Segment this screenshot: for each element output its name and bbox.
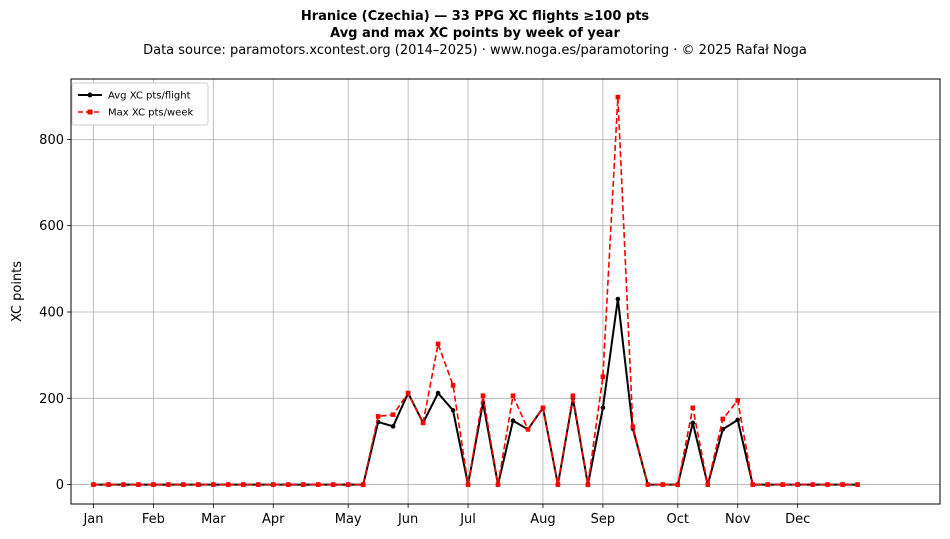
point-max: [121, 482, 126, 487]
point-max: [495, 482, 501, 487]
grid-layer: [71, 79, 940, 504]
point-max: [555, 482, 561, 487]
point-max: [690, 405, 696, 411]
point-max: [720, 416, 726, 422]
point-max: [450, 383, 456, 388]
series-layer: [91, 94, 860, 487]
y-tick-label: 0: [56, 478, 64, 493]
point-max: [420, 420, 426, 426]
point-max: [136, 482, 141, 487]
point-max: [345, 482, 351, 487]
point-max: [480, 393, 486, 399]
point-max: [540, 405, 546, 411]
series-max-line: [93, 96, 858, 486]
point-max: [151, 482, 156, 487]
x-tick-label: Nov: [725, 512, 751, 527]
y-axis-label: XC points: [10, 261, 25, 322]
legend-avg-label: Avg XC pts/flight: [108, 91, 191, 102]
point-max: [855, 482, 860, 487]
legend-avg-marker: [87, 92, 93, 98]
point-avg: [600, 405, 606, 411]
point-max: [196, 482, 201, 487]
y-tick-label: 200: [39, 392, 64, 407]
point-max: [91, 482, 96, 487]
axis-layer: Jan Feb Mar Apr May Jun Jul Aug Sep Oct Nov Dec 0 200…: [39, 133, 810, 527]
x-tick-label: Dec: [785, 512, 810, 527]
point-max: [525, 427, 531, 432]
x-tick-label: Feb: [142, 512, 165, 527]
point-max: [660, 482, 666, 487]
point-max: [106, 482, 111, 487]
point-max: [780, 482, 785, 487]
point-max: [645, 482, 651, 487]
legend-max-marker: [87, 109, 93, 115]
point-max: [735, 398, 741, 403]
point-max: [300, 482, 306, 487]
x-tick-label: Jan: [82, 512, 103, 527]
point-max: [465, 482, 471, 487]
chart-title: Hranice (Czechia) — 33 PPG XC flights ≥1…: [300, 9, 650, 24]
point-max: [360, 482, 366, 487]
point-max: [795, 482, 800, 487]
point-max: [315, 482, 321, 487]
y-tick-label: 400: [39, 305, 64, 320]
point-avg: [735, 417, 741, 423]
plot-frame: [70, 78, 941, 505]
x-tick-label: Oct: [667, 512, 689, 527]
point-max: [510, 393, 516, 399]
point-max: [810, 482, 815, 487]
point-avg: [435, 390, 441, 396]
point-avg: [390, 424, 396, 429]
y-tick-label: 600: [39, 219, 64, 234]
point-max: [435, 341, 441, 347]
point-max: [840, 482, 845, 487]
point-max: [166, 482, 171, 487]
point-max: [765, 482, 770, 487]
point-max: [825, 482, 830, 487]
x-tick-label: Sep: [591, 512, 616, 527]
point-max: [255, 482, 261, 487]
chart-source-note: Data source: paramotors.xcontest.org (20…: [143, 43, 807, 58]
point-max: [226, 482, 231, 487]
point-max: [750, 482, 756, 487]
series-avg-line: [93, 298, 858, 486]
point-max: [600, 374, 606, 380]
point-max: [285, 482, 291, 487]
point-max: [570, 393, 576, 399]
point-avg: [615, 296, 621, 302]
point-max: [181, 482, 186, 487]
point-max: [405, 390, 411, 396]
y-tick-label: 800: [39, 133, 64, 148]
legend-box: [71, 82, 209, 126]
legend-max-label: Max XC pts/week: [108, 108, 193, 119]
point-max: [330, 482, 336, 487]
x-tick-label: Apr: [262, 512, 285, 527]
point-max: [615, 94, 621, 100]
point-avg: [720, 427, 726, 432]
point-max: [585, 482, 591, 487]
point-max: [270, 482, 276, 487]
point-avg: [450, 408, 456, 413]
point-max: [390, 412, 396, 417]
point-avg: [690, 420, 696, 426]
chart-subtitle: Avg and max XC points by week of year: [330, 26, 620, 41]
x-tick-label: Jul: [459, 512, 476, 527]
point-avg: [510, 418, 516, 424]
point-max: [705, 482, 711, 487]
x-tick-label: Aug: [530, 512, 555, 527]
x-tick-label: May: [335, 512, 362, 527]
chart-titles: Hranice (Czechia) — 33 PPG XC flights ≥1…: [0, 8, 950, 59]
x-tick-label: Jun: [397, 512, 418, 527]
point-max: [241, 482, 246, 487]
point-max: [211, 482, 216, 487]
point-max: [375, 414, 381, 419]
legend: Avg XC pts/flight Max XC pts/week: [71, 82, 209, 126]
x-tick-label: Mar: [201, 512, 226, 527]
point-max: [675, 482, 681, 487]
point-max: [630, 424, 636, 430]
